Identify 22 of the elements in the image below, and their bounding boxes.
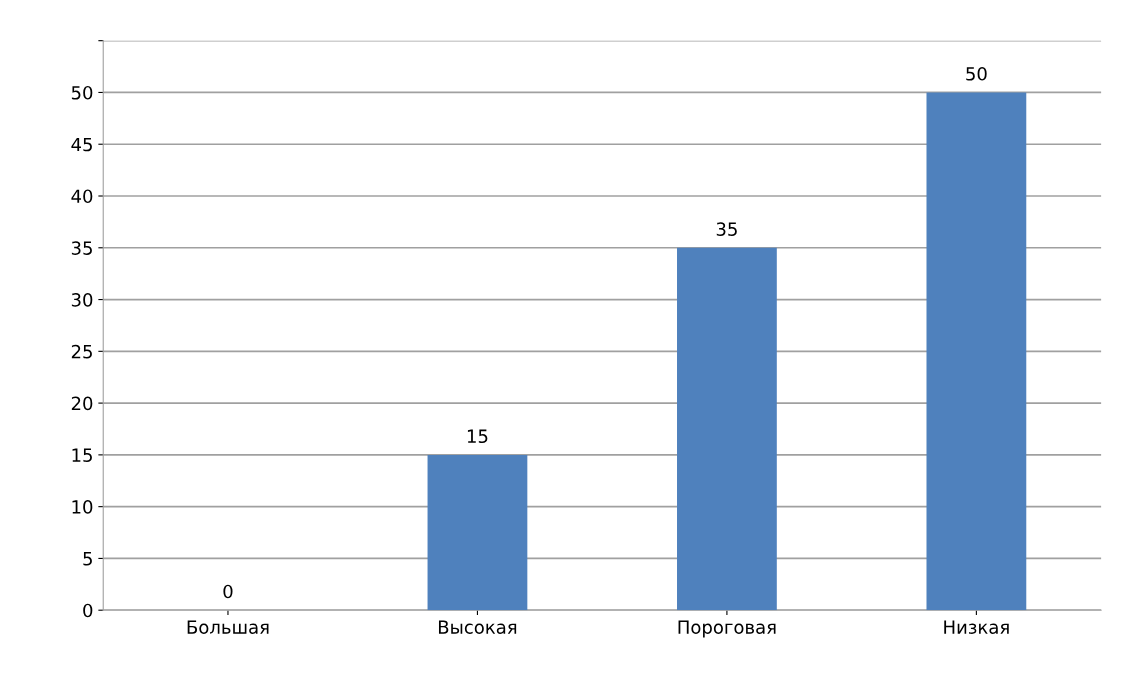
y-tick-label: 20 [71,396,93,411]
x-tick-label: Низкая [944,620,1009,634]
data-label: 0 [223,584,233,599]
data-label: 15 [467,429,488,444]
y-tick-label: 45 [71,137,92,152]
y-tick-label: 25 [71,344,92,359]
x-tick-label: Пороговая [678,620,776,638]
bar [677,247,777,611]
bar [427,454,528,611]
y-tick-label: 50 [71,85,93,100]
y-tick-label: 10 [72,500,93,514]
bar [926,92,1027,611]
y-tick-label: 15 [72,448,92,462]
data-label: 50 [966,66,987,81]
y-tick-label: 0 [83,603,93,618]
y-tick-label: 40 [71,189,93,204]
data-label: 35 [716,222,737,236]
y-tick-label: 35 [71,241,92,255]
y-tick-label: 5 [83,552,92,566]
y-tick-label: 30 [71,293,93,307]
x-tick-label: Большая [187,620,269,634]
x-tick-label: Высокая [438,620,517,634]
